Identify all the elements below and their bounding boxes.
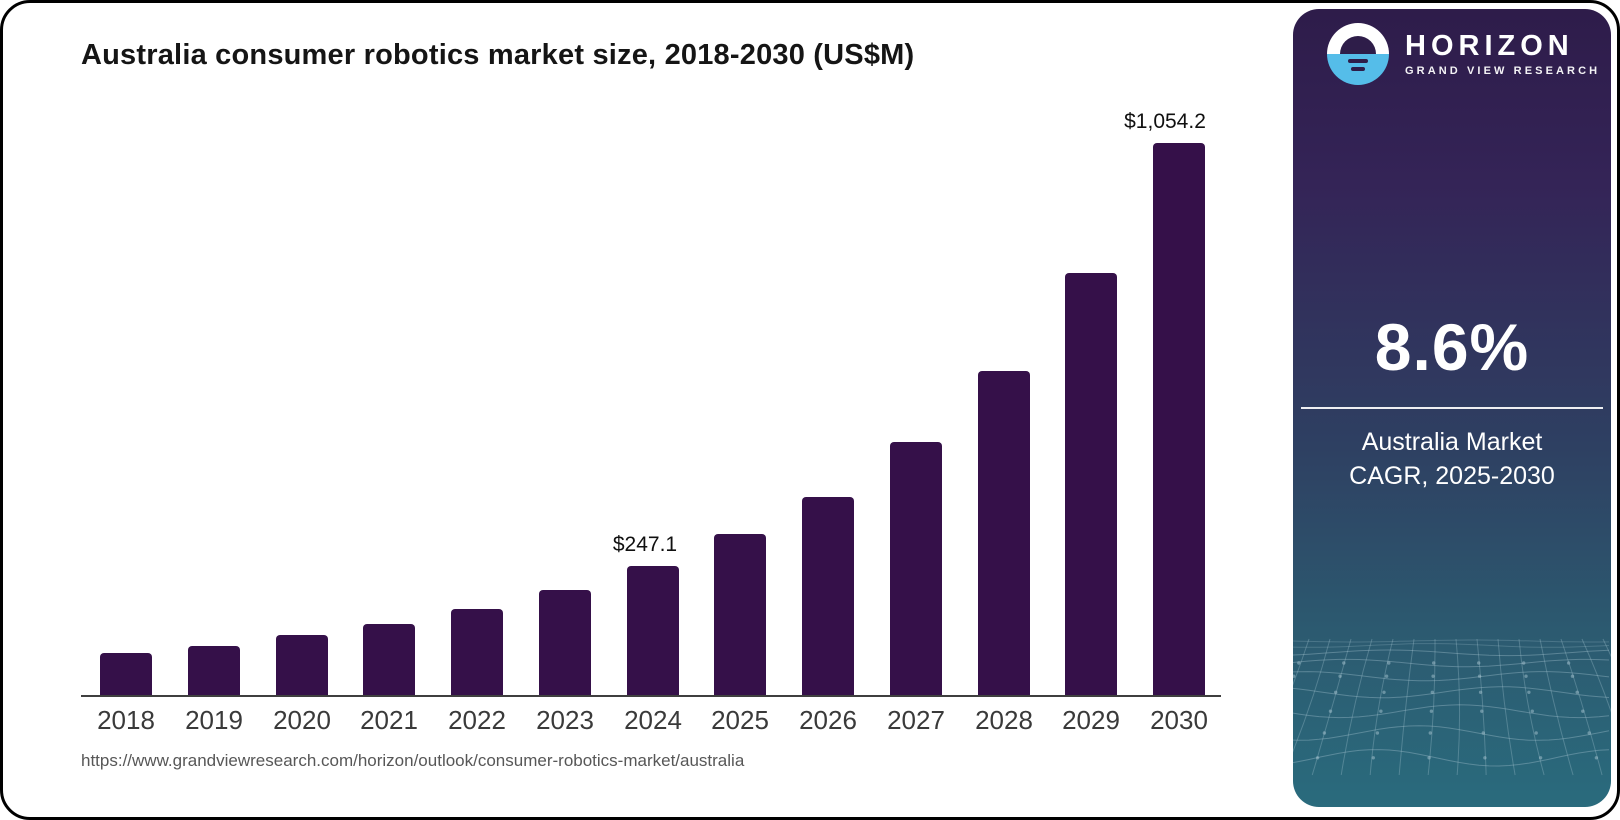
bar-2029 [1065,273,1117,695]
bar-chart: 2018 2019 2020 2021 2022 2023 2024 $247.1 2025 20… [3,3,1617,817]
x-tick-2018: 2018 [97,705,155,735]
sun-reflection-dash [1351,67,1365,71]
bar-2020 [276,635,328,695]
sun-dome-shape [1340,36,1376,54]
cagr-caption-line1: Australia Market [1361,427,1543,456]
chart-title: Australia consumer robotics market size,… [81,39,915,71]
horizon-sun-icon [1327,23,1389,85]
x-tick-2028: 2028 [975,705,1033,735]
x-tick-2019: 2019 [185,705,243,735]
bar-2022 [451,609,503,695]
source-url: https://www.grandviewresearch.com/horizo… [81,751,745,770]
cagr-stat: 8.6% Australia Market CAGR, 2025-2030 [1293,309,1611,493]
x-tick-2024: 2024 [624,705,682,735]
cagr-value: 8.6% [1374,310,1530,384]
x-tick-2029: 2029 [1062,705,1120,735]
sun-reflection-dash [1348,59,1368,63]
x-tick-2023: 2023 [536,705,594,735]
value-label-2024: $247.1 [612,533,678,556]
brand-name: HORIZON [1405,30,1574,62]
bar-2030 [1153,143,1205,695]
bar-2026 [802,497,854,695]
bar-2025 [714,534,766,695]
cagr-caption-line2: CAGR, 2025-2030 [1349,461,1555,490]
bar-2019 [188,646,240,695]
bar-2028 [978,371,1030,695]
bar-2027 [890,442,942,695]
bar-2021 [363,624,415,695]
x-tick-2030: 2030 [1150,705,1208,735]
x-tick-2021: 2021 [360,705,418,735]
brand-subtitle: GRAND VIEW RESEARCH [1405,65,1601,77]
bar-2023 [539,590,591,695]
x-axis-line [81,695,1221,697]
wireframe-mesh-decoration [1293,638,1611,776]
x-tick-2026: 2026 [799,705,857,735]
x-tick-2027: 2027 [887,705,945,735]
value-label-2030: $1,054.2 [1124,110,1206,133]
bar-2024 [627,566,679,695]
brand-panel: HORIZON GRAND VIEW RESEARCH 8.6% Austral… [1293,9,1611,807]
x-tick-2022: 2022 [448,705,506,735]
x-tick-2020: 2020 [273,705,331,735]
bar-2018 [100,653,152,695]
stat-divider [1301,407,1603,409]
x-tick-2025: 2025 [711,705,769,735]
logo-wordmark: HORIZON GRAND VIEW RESEARCH [1405,31,1600,77]
logo: HORIZON GRAND VIEW RESEARCH [1327,23,1600,85]
